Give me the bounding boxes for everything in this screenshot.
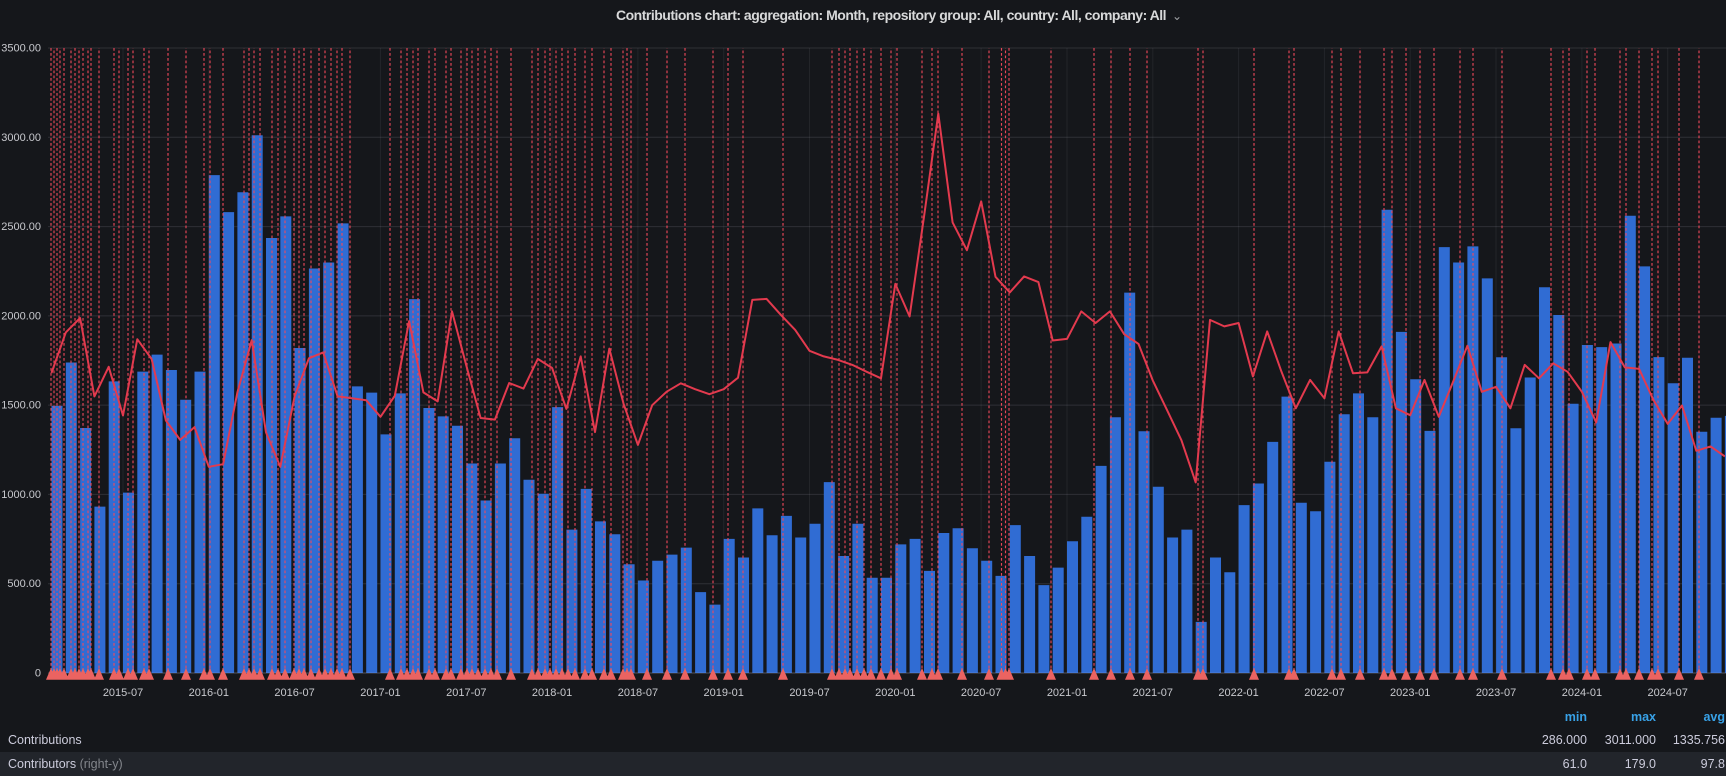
svg-text:2019-01: 2019-01 (704, 687, 744, 699)
svg-text:2023-01: 2023-01 (1390, 687, 1430, 699)
svg-text:2018-07: 2018-07 (618, 687, 658, 699)
svg-text:2015-07: 2015-07 (103, 687, 143, 699)
svg-text:2020-01: 2020-01 (875, 687, 915, 699)
svg-text:2018-01: 2018-01 (532, 687, 572, 699)
svg-text:2500.00: 2500.00 (1, 221, 41, 233)
svg-text:2022-07: 2022-07 (1304, 687, 1344, 699)
svg-text:2024-01: 2024-01 (1562, 687, 1602, 699)
svg-text:0: 0 (35, 668, 41, 680)
svg-text:2024-07: 2024-07 (1648, 687, 1688, 699)
svg-text:2017-01: 2017-01 (360, 687, 400, 699)
svg-text:2016-07: 2016-07 (274, 687, 314, 699)
svg-text:2022-01: 2022-01 (1218, 687, 1258, 699)
svg-text:2023-07: 2023-07 (1476, 687, 1516, 699)
svg-text:2021-01: 2021-01 (1047, 687, 1087, 699)
svg-text:2020-07: 2020-07 (961, 687, 1001, 699)
svg-text:3000.00: 3000.00 (1, 132, 41, 144)
svg-text:2000.00: 2000.00 (1, 310, 41, 322)
svg-text:500.00: 500.00 (7, 578, 41, 590)
svg-text:2021-07: 2021-07 (1133, 687, 1173, 699)
svg-text:2019-07: 2019-07 (789, 687, 829, 699)
svg-text:3500.00: 3500.00 (1, 43, 41, 55)
svg-text:2017-07: 2017-07 (446, 687, 486, 699)
svg-text:1500.00: 1500.00 (1, 400, 41, 412)
svg-text:1000.00: 1000.00 (1, 489, 41, 501)
svg-text:2016-01: 2016-01 (189, 687, 229, 699)
